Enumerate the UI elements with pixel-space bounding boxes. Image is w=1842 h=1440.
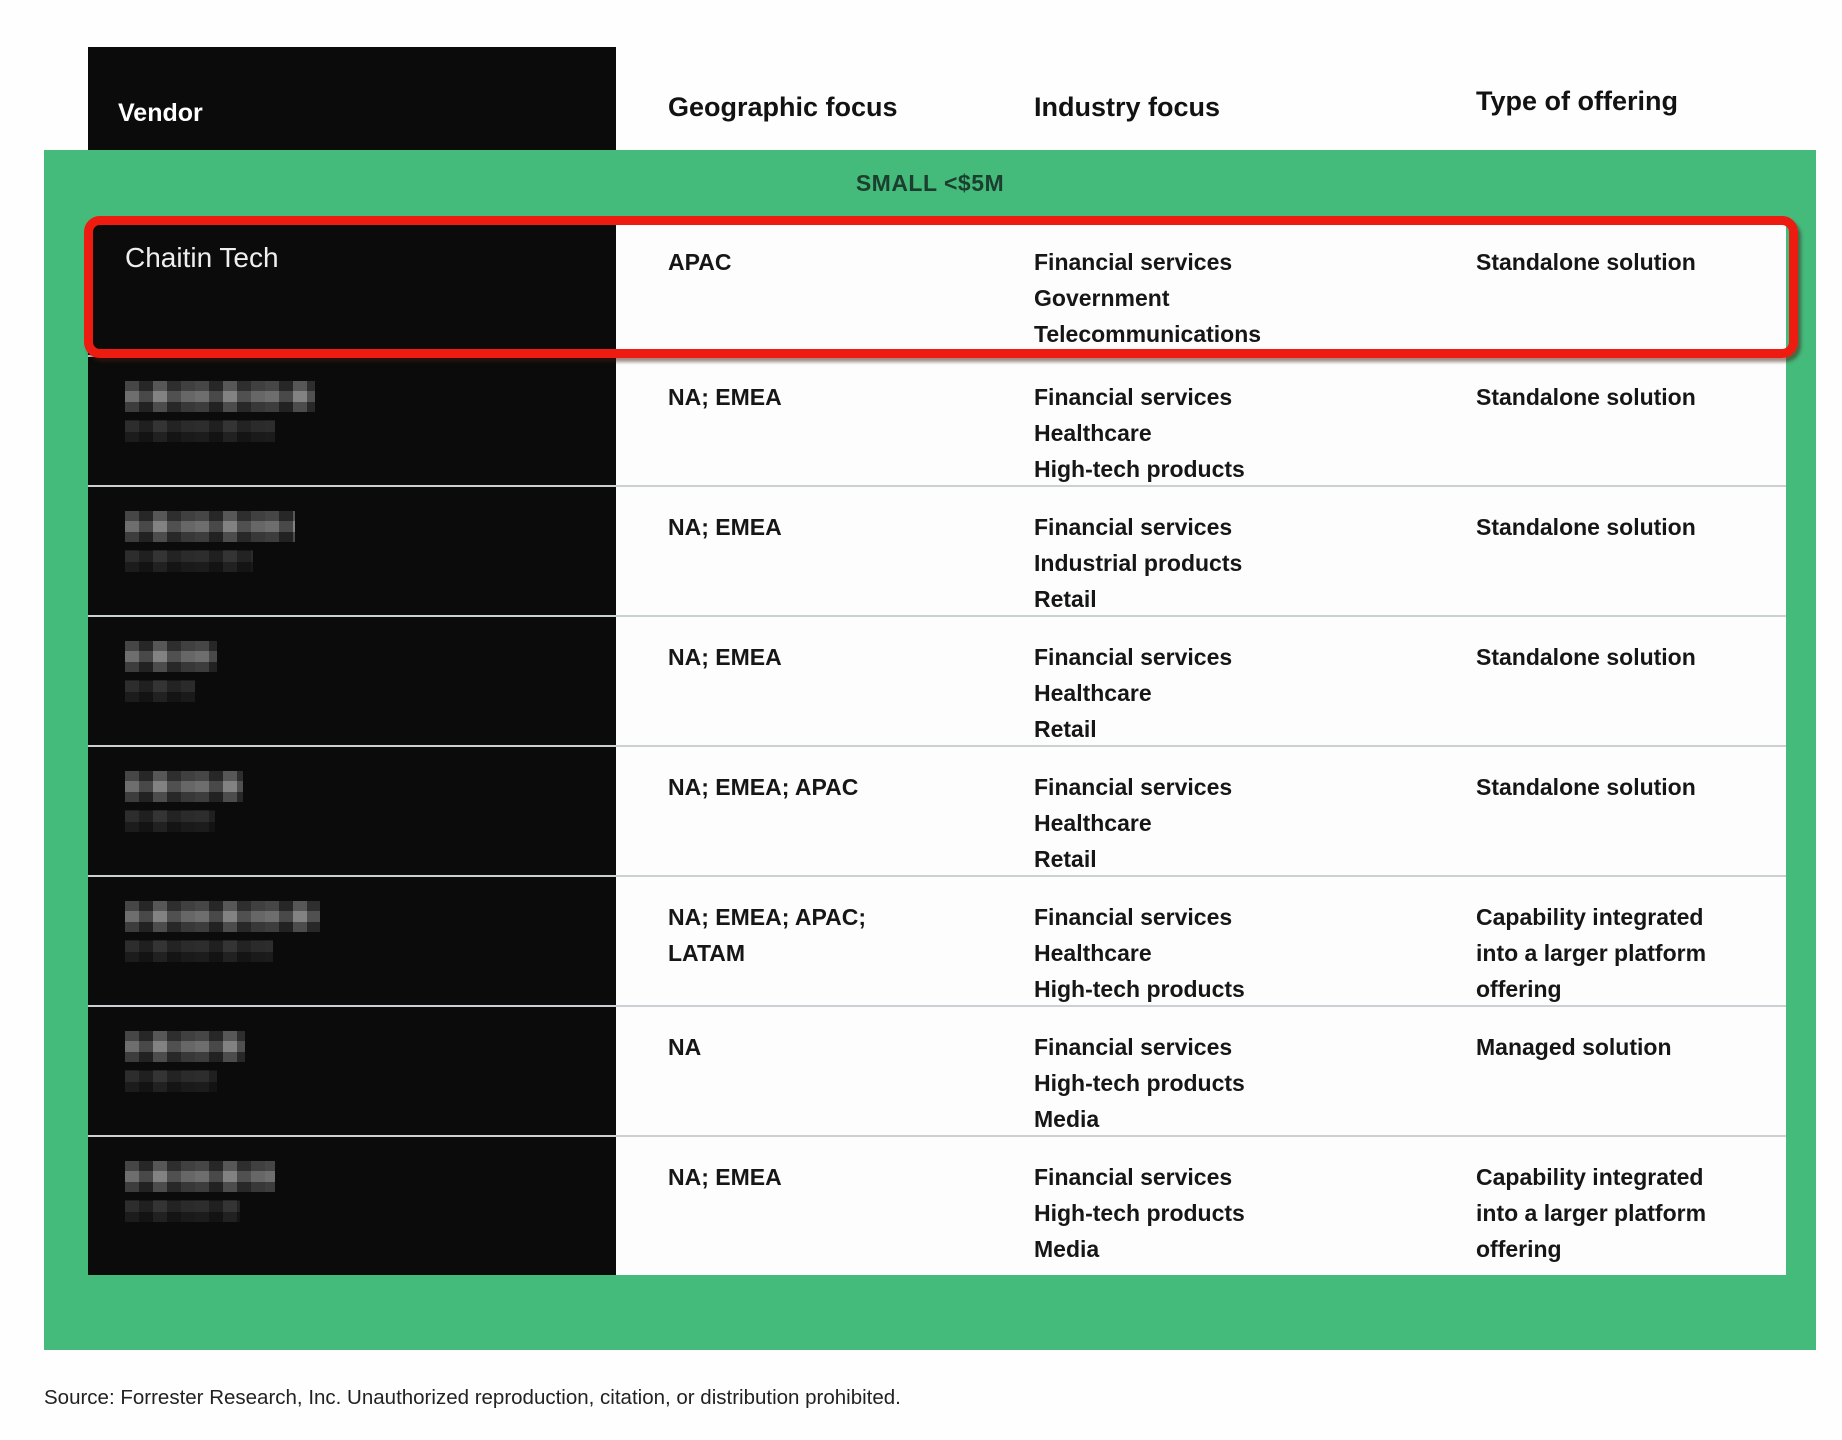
source-note: Source: Forrester Research, Inc. Unautho… [44, 1386, 901, 1409]
industry-focus-cell: Financial services Healthcare High-tech … [1034, 899, 1364, 1007]
vendor-cell: Chaitin Tech [88, 222, 616, 355]
redacted-vendor-subline [125, 420, 275, 442]
geographic-focus-cell: NA; EMEA [668, 1164, 782, 1190]
redacted-vendor-name [125, 511, 295, 542]
redacted-vendor-subline [125, 810, 215, 832]
type-of-offering-column-header: Type of offering [1476, 86, 1678, 116]
table-row-chaitin-tech: Chaitin Tech APAC Financial services Gov… [88, 222, 1786, 355]
table-row: NA; EMEA Financial services High-tech pr… [88, 1135, 1786, 1275]
type-of-offering-cell: Standalone solution [1476, 384, 1696, 410]
type-of-offering-cell: Standalone solution [1476, 774, 1696, 800]
industry-item: High-tech products [1034, 1200, 1245, 1226]
redacted-vendor-name [125, 771, 243, 802]
redacted-vendor-name [125, 901, 320, 932]
industry-item: Healthcare [1034, 420, 1152, 446]
industry-focus-cell: Financial services High-tech products Me… [1034, 1029, 1364, 1137]
geographic-focus-cell: NA; EMEA; APAC; LATAM [668, 904, 867, 966]
table-row: NA; EMEA Financial services Industrial p… [88, 485, 1786, 615]
geographic-focus-cell: NA; EMEA [668, 514, 782, 540]
redacted-vendor-name [125, 1161, 275, 1192]
industry-item: Government [1034, 285, 1170, 311]
industry-focus-cell: Financial services Healthcare High-tech … [1034, 379, 1364, 487]
geographic-focus-cell: NA [668, 1034, 702, 1060]
geographic-focus-column-header: Geographic focus [668, 92, 898, 122]
industry-item: Media [1034, 1106, 1100, 1132]
vendor-column-header: Vendor [88, 47, 616, 150]
industry-item: High-tech products [1034, 456, 1245, 482]
geographic-focus-cell: NA; EMEA [668, 384, 782, 410]
table-row: NA; EMEA Financial services Healthcare R… [88, 615, 1786, 745]
redacted-vendor-subline [125, 680, 195, 702]
revenue-band-label: SMALL <$5M [855, 170, 1005, 196]
vendor-cell [88, 1007, 616, 1135]
redacted-vendor-subline [125, 1200, 240, 1222]
industry-item: Media [1034, 1236, 1100, 1262]
vendor-cell [88, 357, 616, 485]
redacted-vendor-subline [125, 550, 253, 572]
type-of-offering-cell: Capability integrated into a larger plat… [1476, 904, 1707, 1002]
type-of-offering-cell: Standalone solution [1476, 514, 1696, 540]
redacted-vendor-name [125, 641, 217, 672]
industry-item: Healthcare [1034, 810, 1152, 836]
vendor-cell [88, 617, 616, 745]
industry-item: Financial services [1034, 514, 1233, 540]
industry-item: Financial services [1034, 384, 1233, 410]
type-of-offering-cell: Standalone solution [1476, 644, 1696, 670]
vendor-cell [88, 487, 616, 615]
industry-item: Telecommunications [1034, 321, 1262, 347]
industry-item: Financial services [1034, 774, 1233, 800]
vendor-cell [88, 1137, 616, 1275]
industry-item: Healthcare [1034, 680, 1152, 706]
vendor-column-header-label: Vendor [118, 99, 203, 127]
industry-item: Industrial products [1034, 550, 1243, 576]
vendor-table: Chaitin Tech APAC Financial services Gov… [88, 222, 1786, 1275]
industry-item: Healthcare [1034, 940, 1152, 966]
industry-focus-cell: Financial services High-tech products Me… [1034, 1159, 1364, 1267]
redacted-vendor-name [125, 381, 315, 412]
table-row: NA Financial services High-tech products… [88, 1005, 1786, 1135]
industry-focus-cell: Financial services Government Telecommun… [1034, 244, 1364, 352]
redacted-vendor-subline [125, 1070, 217, 1092]
industry-item: High-tech products [1034, 1070, 1245, 1096]
industry-item: Financial services [1034, 249, 1233, 275]
industry-focus-column-header: Industry focus [1034, 92, 1221, 122]
industry-item: Financial services [1034, 1164, 1233, 1190]
geographic-focus-cell: NA; EMEA; APAC [668, 774, 859, 800]
vendor-name: Chaitin Tech [125, 242, 279, 273]
industry-item: Retail [1034, 586, 1097, 612]
type-of-offering-cell: Managed solution [1476, 1034, 1672, 1060]
vendor-cell [88, 747, 616, 875]
industry-focus-cell: Financial services Industrial products R… [1034, 509, 1364, 617]
industry-item: Financial services [1034, 904, 1233, 930]
table-row: NA; EMEA Financial services Healthcare H… [88, 355, 1786, 485]
industry-item: Retail [1034, 716, 1097, 742]
table-row: NA; EMEA; APAC; LATAM Financial services… [88, 875, 1786, 1005]
industry-item: Financial services [1034, 644, 1233, 670]
type-of-offering-cell: Capability integrated into a larger plat… [1476, 1164, 1707, 1262]
industry-item: Financial services [1034, 1034, 1233, 1060]
industry-item: Retail [1034, 846, 1097, 872]
redacted-vendor-subline [125, 940, 273, 962]
industry-focus-cell: Financial services Healthcare Retail [1034, 639, 1364, 747]
table-row: NA; EMEA; APAC Financial services Health… [88, 745, 1786, 875]
type-of-offering-cell: Standalone solution [1476, 249, 1696, 275]
industry-focus-cell: Financial services Healthcare Retail [1034, 769, 1364, 877]
redacted-vendor-name [125, 1031, 245, 1062]
geographic-focus-cell: APAC [668, 249, 732, 275]
industry-item: High-tech products [1034, 976, 1245, 1002]
vendor-cell [88, 877, 616, 1005]
geographic-focus-cell: NA; EMEA [668, 644, 782, 670]
